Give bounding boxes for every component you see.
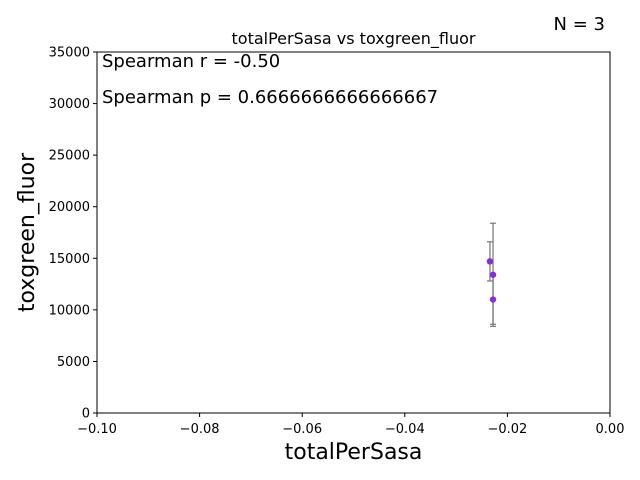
x-tick-label: −0.10 bbox=[77, 422, 117, 437]
y-tick-label: 35000 bbox=[49, 46, 90, 61]
spearman-r-annotation: Spearman r = -0.50 bbox=[102, 51, 280, 72]
y-axis: 0 5000 10000 15000 20000 25000 30000 35000 bbox=[49, 46, 97, 422]
data-point bbox=[489, 271, 497, 278]
data-point bbox=[486, 258, 494, 265]
x-tick-label: −0.08 bbox=[180, 422, 220, 437]
x-tick-label: −0.02 bbox=[487, 422, 527, 437]
spearman-p-annotation: Spearman p = 0.6666666666666667 bbox=[102, 87, 438, 108]
x-tick-label: −0.06 bbox=[282, 422, 322, 437]
x-axis-label: totalPerSasa bbox=[285, 440, 423, 465]
x-axis: −0.10 −0.08 −0.06 −0.04 −0.02 0.00 bbox=[77, 413, 624, 437]
y-tick-label: 30000 bbox=[49, 97, 90, 112]
y-tick-label: 5000 bbox=[57, 355, 90, 370]
y-axis-label: toxgreen_fluor bbox=[15, 152, 40, 312]
y-tick-label: 15000 bbox=[49, 252, 90, 267]
y-tick-label: 0 bbox=[82, 407, 90, 422]
y-tick-label: 20000 bbox=[49, 200, 90, 215]
axes-frame bbox=[96, 51, 611, 414]
y-tick-label: 10000 bbox=[49, 303, 90, 318]
data-point bbox=[489, 296, 497, 303]
y-tick-label: 25000 bbox=[49, 149, 90, 164]
n-label: N = 3 bbox=[554, 14, 605, 35]
chart-title: totalPerSasa vs toxgreen_fluor bbox=[232, 29, 476, 49]
x-tick-label: −0.04 bbox=[385, 422, 425, 437]
data-marks bbox=[486, 222, 497, 328]
x-tick-label: 0.00 bbox=[596, 422, 625, 437]
